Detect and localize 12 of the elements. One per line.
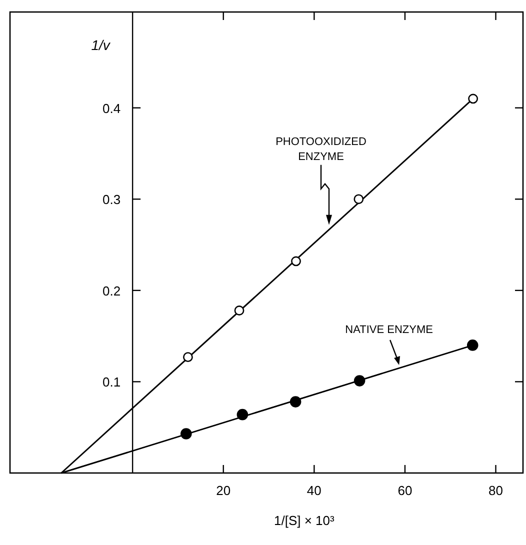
y-axis-title: 1/v — [91, 37, 111, 53]
annotation: NATIVE ENZYME — [345, 324, 433, 336]
y-tick-label: 0.4 — [102, 100, 121, 116]
y-tick-label: 0.3 — [102, 192, 121, 208]
x-tick-label: 60 — [398, 483, 412, 498]
y-tick-label: 0.2 — [102, 283, 121, 298]
x-axis-title: 1/[S] × 10³ — [274, 513, 336, 528]
annotation: PHOTOOXIDIZED ENZYME — [276, 136, 366, 163]
x-tick-label: 40 — [306, 483, 322, 498]
y-tick-label: 0.1 — [102, 374, 121, 390]
x-tick-label: 80 — [488, 483, 503, 498]
x-tick-label: 20 — [216, 483, 231, 498]
